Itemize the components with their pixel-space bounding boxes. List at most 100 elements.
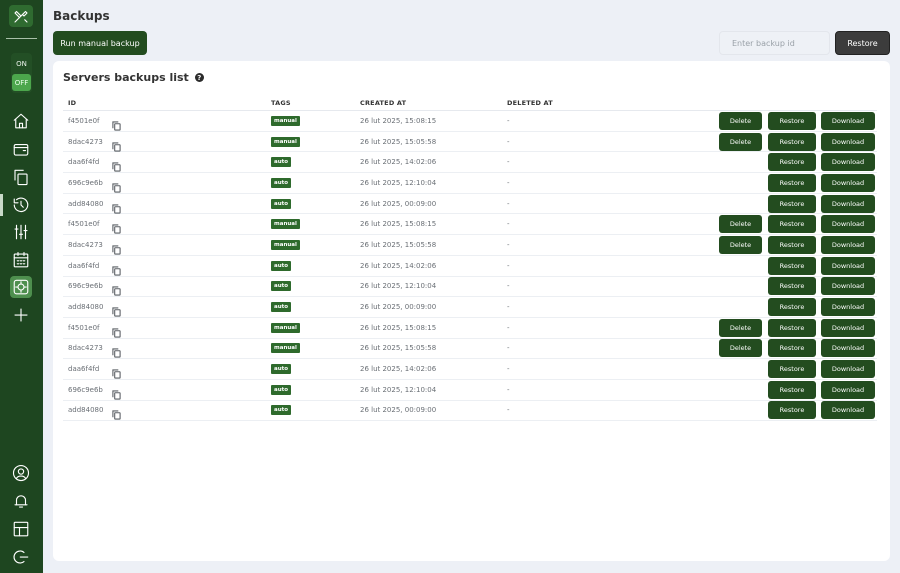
restore-button[interactable]: Restore [768, 339, 816, 358]
created-at: 26 lut 2025, 00:09:00 [360, 406, 437, 415]
download-button[interactable]: Download [821, 339, 875, 358]
download-button[interactable]: Download [821, 194, 875, 213]
user-icon[interactable] [10, 462, 32, 484]
restore-button[interactable]: Restore [768, 132, 816, 151]
restore-button[interactable]: Restore [768, 173, 816, 192]
copy-icon[interactable] [112, 343, 121, 358]
created-at: 26 lut 2025, 15:08:15 [360, 323, 437, 332]
download-button[interactable]: Download [821, 360, 875, 379]
delete-button[interactable]: Delete [719, 215, 762, 234]
help-icon[interactable]: ? [194, 73, 204, 82]
backup-id: f4501e0f [68, 323, 100, 332]
backup-tag: auto [271, 302, 292, 313]
copy-icon[interactable] [112, 137, 121, 152]
restore-by-id-button[interactable]: Restore [835, 31, 890, 55]
restore-button[interactable]: Restore [768, 215, 816, 234]
deleted-at: - [507, 178, 510, 187]
backup-tag: manual [271, 219, 300, 230]
table-row: add84080 auto 26 lut 2025, 00:09:00 - Restor… [63, 194, 877, 215]
restore-button[interactable]: Restore [768, 380, 816, 399]
backup-icon[interactable] [10, 276, 32, 298]
table-header: ID TAGS CREATED AT DELETED AT [63, 96, 877, 111]
download-button[interactable]: Download [821, 132, 875, 151]
copy-icon[interactable] [112, 116, 121, 131]
restore-button[interactable]: Restore [768, 298, 816, 317]
download-button[interactable]: Download [821, 277, 875, 296]
column-created-at: CREATED AT [360, 99, 407, 107]
history-icon[interactable] [10, 194, 32, 216]
download-button[interactable]: Download [821, 111, 875, 130]
created-at: 26 lut 2025, 12:10:04 [360, 385, 437, 394]
tools-logo-icon[interactable] [9, 5, 33, 27]
backup-id: f4501e0f [68, 220, 100, 229]
layout-icon[interactable] [10, 518, 32, 540]
deleted-at: - [507, 240, 510, 249]
backup-tag: auto [271, 260, 292, 271]
logout-icon[interactable] [10, 546, 32, 568]
download-button[interactable]: Download [821, 401, 875, 420]
created-at: 26 lut 2025, 00:09:00 [360, 199, 437, 208]
backup-id: f4501e0f [68, 116, 100, 125]
bell-icon[interactable] [10, 490, 32, 512]
delete-button[interactable]: Delete [719, 339, 762, 358]
add-icon[interactable] [10, 304, 32, 326]
download-button[interactable]: Download [821, 173, 875, 192]
copy-icon[interactable] [112, 281, 121, 296]
restore-button[interactable]: Restore [768, 235, 816, 254]
toggle-on-option[interactable]: ON [16, 59, 27, 68]
download-button[interactable]: Download [821, 215, 875, 234]
restore-button[interactable]: Restore [768, 401, 816, 420]
delete-button[interactable]: Delete [719, 235, 762, 254]
restore-button[interactable]: Restore [768, 318, 816, 337]
delete-button[interactable]: Delete [719, 111, 762, 130]
copy-icon[interactable] [112, 405, 121, 421]
backup-tag: manual [271, 239, 300, 250]
download-button[interactable]: Download [821, 318, 875, 337]
deleted-at: - [507, 303, 510, 312]
copy-icon[interactable] [112, 323, 121, 338]
toggle-off-option[interactable]: OFF [12, 74, 31, 91]
copy-icon[interactable] [112, 261, 121, 276]
table-row: f4501e0f manual 26 lut 2025, 15:08:15 - Dele… [63, 318, 877, 339]
created-at: 26 lut 2025, 00:09:00 [360, 303, 437, 312]
copy-icon[interactable] [112, 178, 121, 193]
backup-tag: manual [271, 115, 300, 126]
restore-button[interactable]: Restore [768, 194, 816, 213]
restore-button[interactable]: Restore [768, 360, 816, 379]
copy-icon[interactable] [112, 199, 121, 214]
table-row: add84080 auto 26 lut 2025, 00:09:00 - Restor… [63, 401, 877, 422]
copy-icon[interactable] [112, 364, 121, 379]
created-at: 26 lut 2025, 12:10:04 [360, 178, 437, 187]
created-at: 26 lut 2025, 14:02:06 [360, 158, 437, 167]
download-button[interactable]: Download [821, 235, 875, 254]
card-title: Servers backups list ? [63, 71, 204, 84]
restore-button[interactable]: Restore [768, 277, 816, 296]
restore-button[interactable]: Restore [768, 256, 816, 275]
copy-icon[interactable] [112, 385, 121, 400]
download-button[interactable]: Download [821, 153, 875, 172]
download-button[interactable]: Download [821, 298, 875, 317]
wallet-icon[interactable] [10, 138, 32, 160]
calendar-icon[interactable] [10, 249, 32, 271]
delete-button[interactable]: Delete [719, 318, 762, 337]
deleted-at: - [507, 365, 510, 374]
server-power-toggle[interactable]: ON OFF [11, 53, 32, 93]
restore-button[interactable]: Restore [768, 153, 816, 172]
backup-id-input[interactable] [719, 31, 830, 55]
home-icon[interactable] [10, 110, 32, 132]
restore-button[interactable]: Restore [768, 111, 816, 130]
download-button[interactable]: Download [821, 380, 875, 399]
backup-id: daa6f4fd [68, 261, 100, 270]
copy-icon[interactable] [112, 240, 121, 255]
run-manual-backup-button[interactable]: Run manual backup [53, 31, 147, 55]
deleted-at: - [507, 406, 510, 415]
copy-icon[interactable] [112, 157, 121, 172]
sliders-icon[interactable] [10, 221, 32, 243]
download-button[interactable]: Download [821, 256, 875, 275]
table-row: add84080 auto 26 lut 2025, 00:09:00 - Restor… [63, 297, 877, 318]
copy-icon[interactable] [112, 302, 121, 317]
files-icon[interactable] [10, 166, 32, 188]
table-row: 8dac4273 manual 26 lut 2025, 15:05:58 - Dele… [63, 132, 877, 153]
copy-icon[interactable] [112, 219, 121, 234]
delete-button[interactable]: Delete [719, 132, 762, 151]
